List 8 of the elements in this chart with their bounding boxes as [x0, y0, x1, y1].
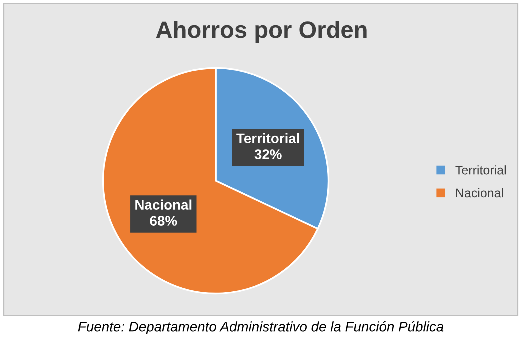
- chart-title: Ahorros por Orden: [156, 20, 367, 44]
- slice-label: Territorial: [236, 133, 300, 144]
- legend-label: Nacional: [456, 188, 504, 198]
- data-label: 32%: [254, 150, 282, 160]
- source-note: Fuente: Departamento Administrativo de la Función Pública: [78, 321, 444, 335]
- legend-label: Territorial: [456, 166, 506, 175]
- data-label: 68%: [150, 216, 178, 226]
- slice-label: Nacional: [136, 200, 192, 210]
